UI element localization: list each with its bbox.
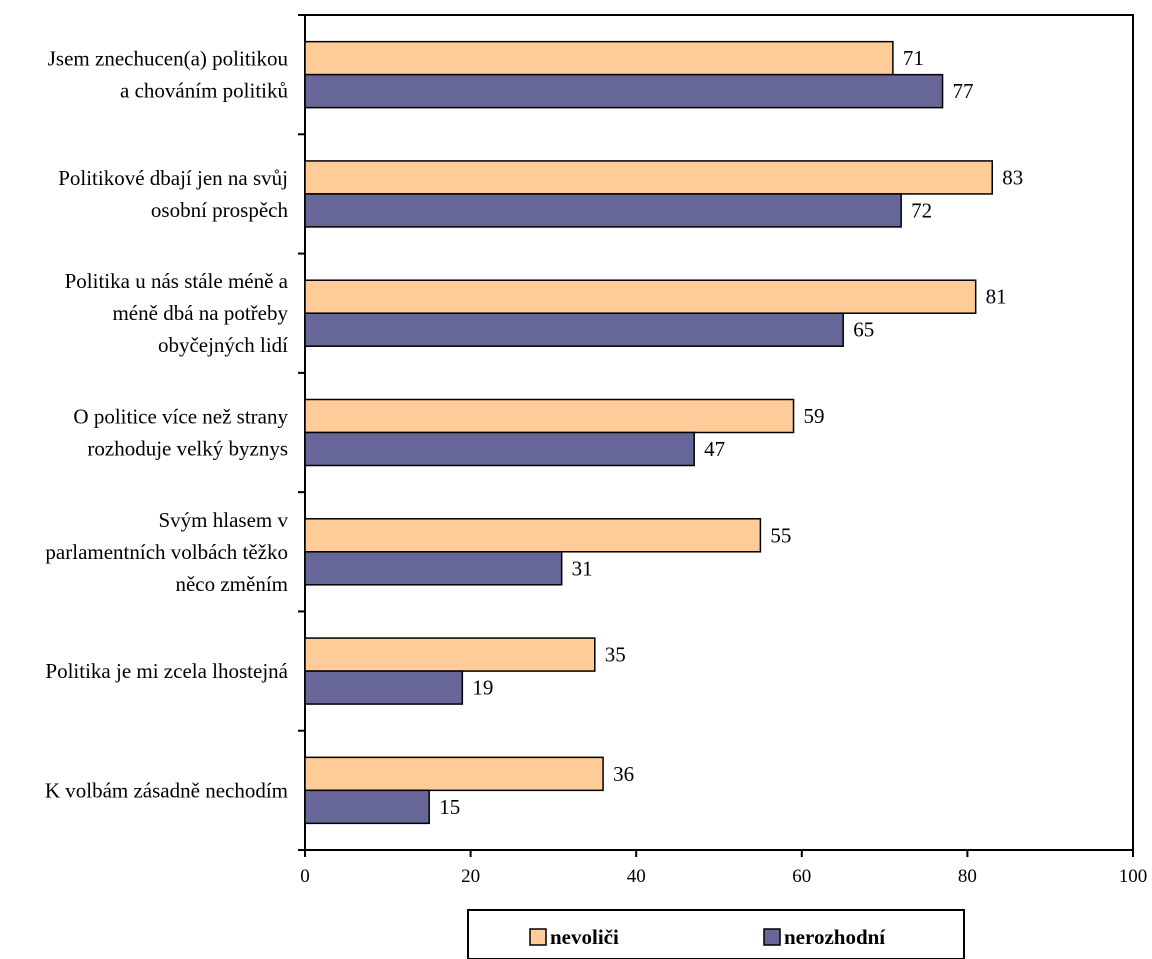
bar-nevolici-5 [304, 637, 596, 672]
legend-swatch-nevolici [529, 928, 547, 946]
x-tick-label-3: 60 [792, 866, 811, 887]
legend-label-nerozhodni: nerozhodní [784, 925, 886, 949]
bar-nevolici-6 [304, 756, 604, 792]
category-label-2: Politika u nás stále méně a méně dbá na p… [65, 269, 289, 357]
bar-nerozhodni-6 [304, 789, 430, 825]
value-label-nevolici-4: 55 [770, 523, 791, 547]
x-tick-label-1: 20 [461, 866, 480, 887]
legend-swatch-nerozhodni [763, 928, 781, 946]
bar-nevolici-0 [304, 40, 894, 76]
x-tick-label-4: 80 [958, 866, 977, 887]
category-label-0: Jsem znechucen(a) politikou a chováním po… [48, 47, 289, 103]
category-labels-layer: Jsem znechucen(a) politikou a chováním po… [45, 47, 289, 803]
bar-nerozhodni-2 [304, 312, 844, 347]
bar-nerozhodni-3 [304, 431, 695, 467]
value-label-nevolici-2: 81 [986, 285, 1007, 309]
value-label-nerozhodni-4: 31 [572, 556, 593, 580]
bar-nerozhodni-1 [304, 193, 902, 228]
category-label-5: Politika je mi zcela lhostejná [45, 659, 288, 683]
bar-nerozhodni-4 [304, 551, 563, 586]
value-label-nevolici-5: 35 [605, 643, 626, 667]
value-label-nerozhodni-3: 47 [704, 437, 725, 461]
bar-nevolici-4 [304, 518, 762, 553]
bar-nerozhodni-0 [304, 73, 944, 109]
category-label-6: K volbám zásadně nechodím [45, 778, 288, 802]
value-label-nerozhodni-1: 72 [911, 198, 932, 222]
legend-label-nevolici: nevoliči [550, 925, 619, 949]
bar-nevolici-1 [304, 160, 993, 195]
legend-box [467, 909, 965, 959]
category-label-4: Svým hlasem v parlamentních volbách těžko… [45, 508, 288, 596]
legend: nevoliči nerozhodní [467, 909, 965, 959]
bar-nerozhodni-5 [304, 670, 464, 705]
axis-ticks-layer: 0 20 40 60 80 100 [298, 14, 1148, 887]
x-tick-label-0: 0 [300, 866, 310, 887]
value-label-nevolici-0: 71 [903, 46, 924, 70]
value-labels-layer: 71 77 83 72 81 65 59 47 55 31 35 19 36 15 [439, 46, 1023, 819]
category-label-3: O politice více než strany rozhoduje velk… [73, 405, 288, 461]
value-label-nerozhodni-5: 19 [472, 676, 493, 700]
bar-nevolici-3 [304, 398, 795, 434]
value-label-nerozhodni-0: 77 [953, 79, 974, 103]
category-label-1: Politikové dbají jen na svůj osobní prosp… [58, 166, 288, 222]
x-tick-label-5: 100 [1119, 866, 1148, 887]
value-label-nevolici-6: 36 [613, 762, 634, 786]
x-tick-label-2: 40 [627, 866, 646, 887]
bar-nevolici-2 [304, 279, 977, 314]
value-label-nevolici-3: 59 [804, 404, 825, 428]
bars-layer [304, 40, 993, 825]
value-label-nevolici-1: 83 [1002, 165, 1023, 189]
value-label-nerozhodni-6: 15 [439, 795, 460, 819]
value-label-nerozhodni-2: 65 [853, 318, 874, 342]
